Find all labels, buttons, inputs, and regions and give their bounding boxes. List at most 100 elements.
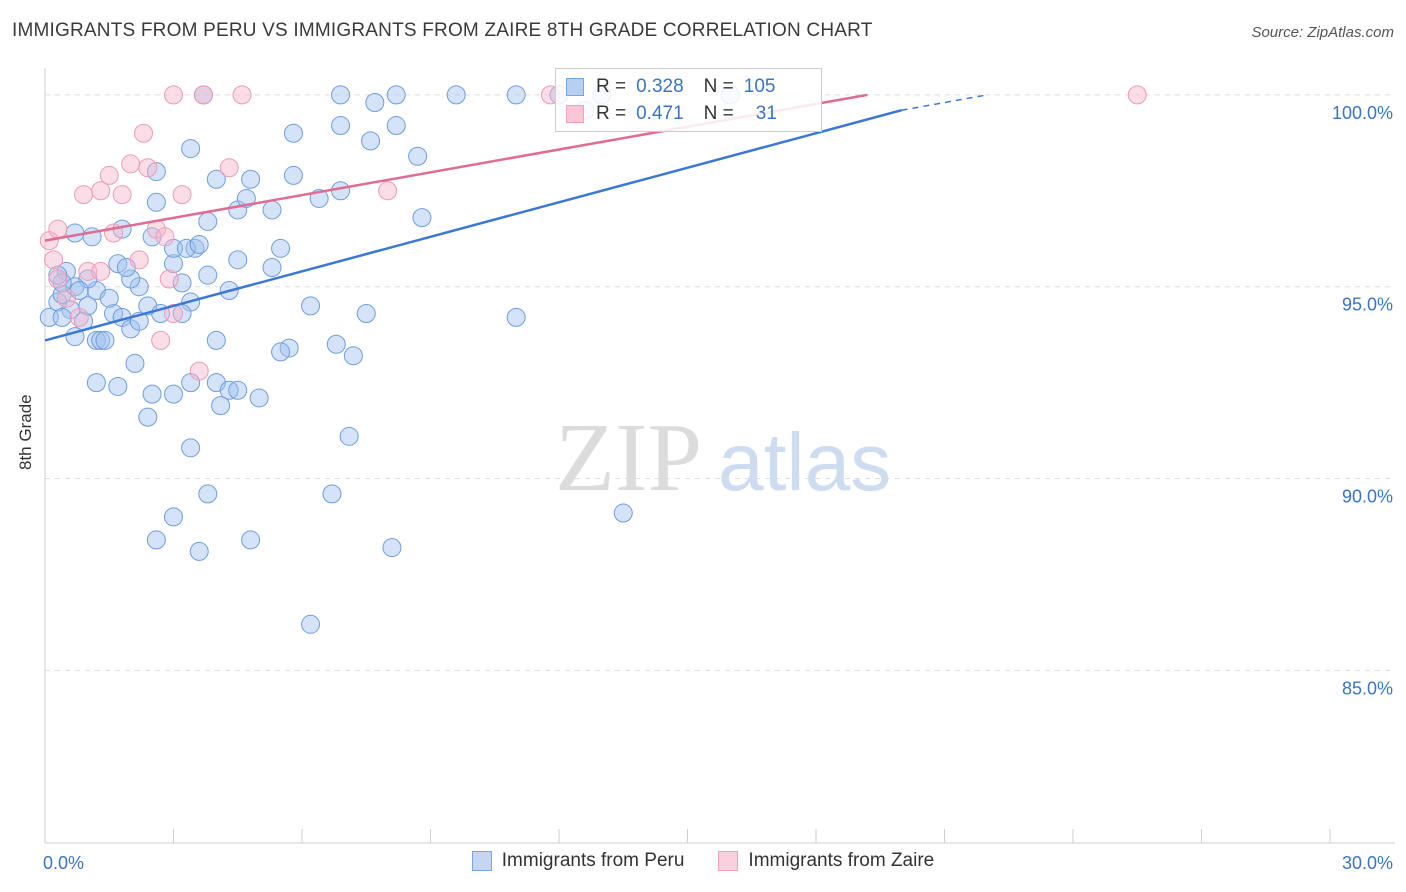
data-point-zaire [44,250,64,270]
data-point-peru [52,307,72,327]
legend-row-peru: R = 0.328 N = 105 [566,73,775,101]
data-point-peru [146,192,166,212]
data-point-peru [446,85,466,105]
data-point-zaire [74,185,94,205]
data-point-peru [198,484,218,504]
data-point-peru [271,342,291,362]
data-point-zaire [164,304,183,324]
data-point-peru [189,541,209,561]
stats-legend: R = 0.328 N = 105 R = 0.471 N = 31 [555,68,822,132]
data-point-peru [386,85,406,105]
data-point-zaire [69,307,89,327]
legend-r-label: R = [596,103,627,124]
data-point-peru [331,181,351,201]
trendline-peru-extension [901,94,988,111]
y-tick-label: 85.0% [1342,678,1393,698]
data-point-peru [228,250,248,270]
source-label: Source: ZipAtlas.com [1251,24,1394,41]
data-point-zaire [189,361,209,381]
data-point-peru [506,85,526,105]
data-point-zaire [232,85,252,105]
data-point-peru [283,165,303,185]
legend-item-peru: Immigrants from Peru [471,850,685,872]
watermark: ZIP atlas [555,404,891,512]
data-point-peru [121,269,141,289]
data-point-peru [301,296,321,316]
legend-n-value: 105 [743,76,776,97]
data-point-zaire [155,227,175,247]
legend-row-zaire: R = 0.471 N = 31 [566,100,777,128]
y-tick-label: 100.0% [1332,103,1393,123]
data-point-peru [283,123,303,143]
data-point-zaire [48,269,68,289]
data-point-zaire [134,123,154,143]
x-tick-label: 0.0% [43,853,84,873]
data-point-peru [412,208,432,228]
data-point-peru [198,211,218,231]
data-point-peru [408,146,428,166]
data-point-peru [142,384,162,404]
data-point-peru [176,238,196,258]
data-point-peru [228,380,248,400]
legend-r-value: 0.471 [636,103,684,124]
legend-swatch-zaire [718,851,739,871]
legend-n-value: 31 [755,103,777,124]
legend-n-label: N = [703,76,734,97]
data-point-zaire [56,288,76,308]
data-point-peru [198,265,218,285]
data-point-peru [301,614,321,634]
legend-n-label: N = [703,103,734,124]
data-point-peru [339,426,359,446]
data-point-zaire [129,250,149,270]
chart-title: IMMIGRANTS FROM PERU VS IMMIGRANTS FROM … [12,20,873,41]
data-point-zaire [112,185,132,205]
legend-item-zaire: Immigrants from Zaire [718,850,934,872]
legend-swatch-zaire [566,105,584,123]
data-point-peru [241,530,261,550]
data-point-peru [181,438,201,458]
data-point-peru [206,330,226,350]
data-point-peru [99,288,119,308]
data-point-zaire [172,185,192,205]
data-point-peru [271,238,291,258]
legend-label-peru: Immigrants from Peru [501,850,685,871]
data-point-peru [189,234,209,254]
data-point-zaire [219,158,239,178]
data-point-peru [506,307,526,327]
data-point-zaire [159,269,179,289]
data-point-peru [386,116,406,136]
data-point-zaire [91,181,111,201]
watermark-atlas: atlas [718,417,891,508]
data-point-zaire [151,330,171,350]
data-point-peru [241,169,261,189]
data-point-peru [331,85,351,105]
data-point-peru [91,330,111,350]
data-point-peru [262,258,282,278]
data-point-peru [138,407,158,427]
data-point-peru [164,254,183,274]
data-point-peru [356,304,376,324]
watermark-zip: ZIP [555,404,702,512]
data-point-peru [382,538,402,558]
series-legend: Immigrants from Peru Immigrants from Zai… [0,850,1406,872]
data-point-peru [95,330,115,350]
legend-label-zaire: Immigrants from Zaire [748,850,935,871]
x-tick-label: 30.0% [1342,853,1393,873]
data-point-peru [262,200,282,220]
data-point-peru [206,169,226,189]
y-tick-label: 95.0% [1342,295,1393,315]
data-point-peru [146,530,166,550]
data-point-peru [86,373,106,393]
legend-swatch-peru [471,851,492,871]
legend-swatch-peru [566,78,584,96]
data-point-peru [322,484,342,504]
legend-r-value: 0.328 [636,76,684,97]
data-point-zaire [91,261,111,281]
data-point-peru [172,273,192,293]
data-point-zaire [121,154,141,174]
data-point-peru [211,396,231,416]
data-point-zaire [138,158,158,178]
data-point-peru [331,116,351,136]
data-point-peru [108,376,128,396]
